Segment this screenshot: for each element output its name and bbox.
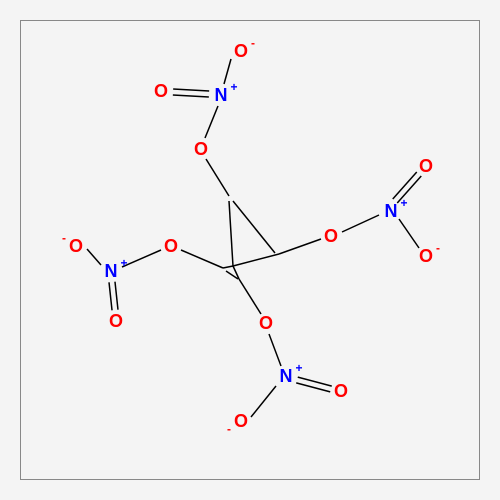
charge-label: + [120,257,127,269]
atom-label: O [334,382,348,400]
atom-label: N [385,202,398,220]
atom-label: O [109,312,123,330]
diagram-frame: OON+-OOON+-OOON+-OOON+-O [20,20,480,480]
atom-label: O [164,237,178,255]
charge-label: + [400,197,407,209]
charge-label: + [230,81,237,93]
bond-layer [21,21,479,479]
atom-label: N [215,86,228,104]
charge-label: - [436,242,440,254]
atom-label: O [259,314,273,332]
atom-label: O [69,237,83,255]
charge-label: - [62,232,66,244]
atom-label: O [234,412,248,430]
atom-label: N [280,367,293,385]
atom-label: O [234,42,248,60]
charge-label: - [227,423,231,435]
atom-label: O [419,157,433,175]
charge-label: + [295,362,302,374]
atom-label: O [154,82,168,100]
atom-label: O [194,140,208,158]
atom-label: N [105,262,118,280]
atom-label: O [324,227,338,245]
molecule-canvas: OON+-OOON+-OOON+-OOON+-O [21,21,479,479]
charge-label: - [251,37,255,49]
atom-label: O [419,247,433,265]
